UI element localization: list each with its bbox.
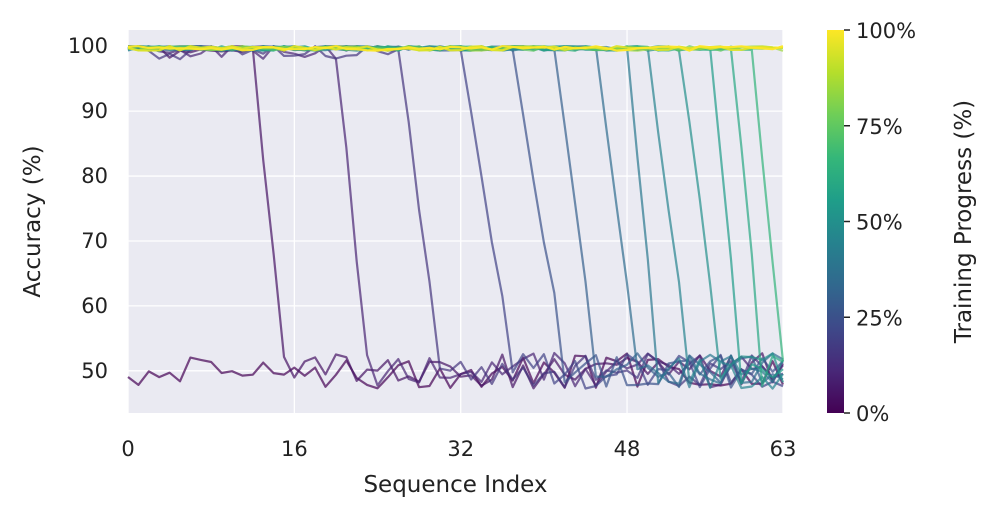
x-tick-label: 0 (121, 437, 134, 461)
colorbar-tick-label: 0% (856, 402, 889, 426)
x-tick-label: 32 (447, 437, 474, 461)
y-tick-label: 60 (81, 294, 108, 318)
colorbar (827, 30, 844, 413)
x-tick-label: 48 (614, 437, 641, 461)
colorbar-tick-label: 75% (856, 115, 903, 139)
plot-background (128, 30, 783, 413)
x-tick-label: 63 (770, 437, 797, 461)
y-axis-label: Accuracy (%) (20, 145, 46, 297)
x-tick-label: 16 (281, 437, 308, 461)
x-axis-ticks: 0 16 32 48 63 (121, 437, 796, 461)
series-lines (127, 45, 785, 390)
x-axis-label: Sequence Index (363, 472, 547, 498)
colorbar-ticks: 0% 25% 50% 75% 100% (844, 19, 916, 426)
y-axis-ticks: 50 60 70 80 90 100 (68, 34, 108, 383)
colorbar-label: Training Progress (%) (951, 100, 977, 344)
colorbar-tick-label: 50% (856, 211, 903, 235)
colorbar-tick-label: 100% (856, 19, 916, 43)
y-tick-label: 100 (68, 34, 108, 58)
y-tick-label: 70 (81, 229, 108, 253)
y-tick-label: 80 (81, 164, 108, 188)
y-tick-label: 90 (81, 99, 108, 123)
colorbar-tick-label: 25% (856, 306, 903, 330)
series-line (127, 45, 784, 52)
y-tick-label: 50 (81, 359, 108, 383)
series-line (127, 45, 784, 52)
